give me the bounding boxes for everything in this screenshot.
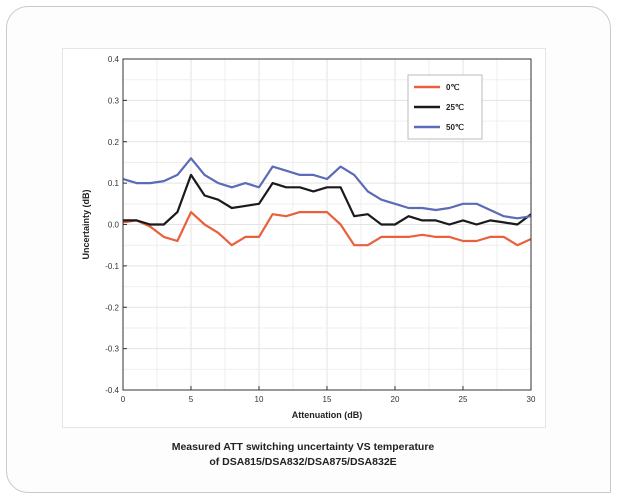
y-tick-label: -0.2 — [105, 303, 119, 312]
chart-caption-line-1: Measured ATT switching uncertainty VS te… — [171, 441, 435, 453]
y-tick-label: 0.3 — [108, 96, 120, 105]
x-axis-label: Attenuation (dB) — [292, 410, 362, 420]
legend-label-1: 0℃ — [446, 83, 459, 92]
x-tick-label: 20 — [391, 395, 400, 404]
chart-panel: 0 5 10 15 20 25 30 -0.4 -0.3 -0.2 -0.1 0.0 0.1 0.2 0.3… — [62, 48, 546, 428]
y-tick-label: 0.1 — [108, 179, 120, 188]
y-tick-label: -0.1 — [105, 262, 119, 271]
legend-label-3: 50℃ — [446, 123, 464, 132]
x-tick-label: 0 — [121, 395, 126, 404]
y-tick-label: 0.4 — [108, 55, 120, 64]
y-axis-label: Uncertainty (dB) — [81, 189, 91, 259]
y-tick-label: -0.4 — [105, 386, 119, 395]
x-tick-label: 30 — [527, 395, 536, 404]
chart-caption-line-2: of DSA815/DSA832/DSA875/DSA832E — [209, 456, 397, 468]
x-tick-label: 5 — [189, 395, 194, 404]
y-tick-label: 0.2 — [108, 138, 120, 147]
legend-label-2: 25℃ — [446, 103, 464, 112]
y-tick-label: -0.3 — [105, 345, 119, 354]
series-line-1 — [122, 211, 532, 247]
line-chart: 0 5 10 15 20 25 30 -0.4 -0.3 -0.2 -0.1 0.0 0.1 0.2 0.3… — [81, 55, 536, 420]
x-tick-label: 10 — [255, 395, 264, 404]
x-tick-label: 25 — [459, 395, 468, 404]
series-line-3 — [122, 157, 532, 220]
y-tick-label: 0.0 — [108, 221, 120, 230]
x-tick-label: 15 — [323, 395, 332, 404]
series-line-2 — [123, 173, 532, 226]
